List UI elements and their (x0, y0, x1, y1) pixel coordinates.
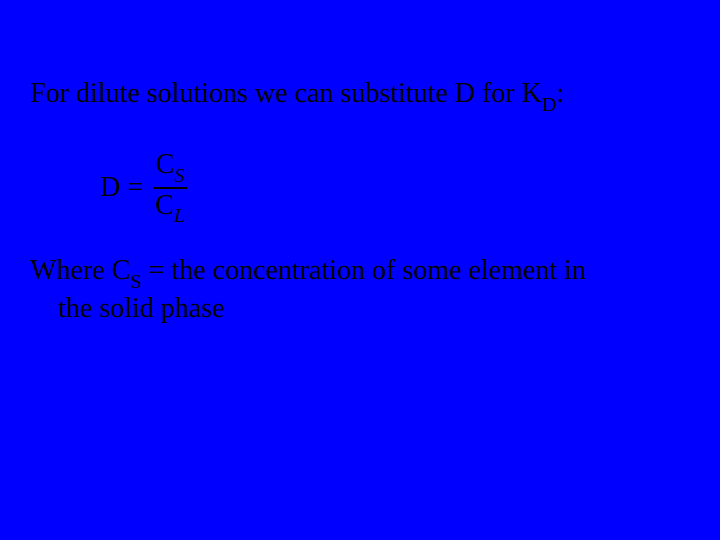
equation-lhs: D = (100, 172, 143, 204)
numerator-base: C (156, 149, 175, 180)
definition-sub-s: S (130, 271, 141, 293)
slide: For dilute solutions we can substitute D… (0, 0, 720, 540)
definition-continuation: the solid phase (30, 292, 690, 326)
definition-line: Where CS = the concentration of some ele… (30, 254, 690, 326)
fraction-bar (153, 187, 187, 189)
denominator-sub: L (174, 205, 185, 227)
numerator-sub: S (174, 165, 184, 187)
equation-denominator: CL (153, 191, 187, 226)
denominator-base: C (155, 190, 174, 221)
definition-pre: Where C (30, 255, 130, 286)
equation-fraction: CS CL (153, 150, 187, 226)
definition-mid: = the concentration of some element in (142, 255, 586, 286)
intro-text-post: : (556, 78, 564, 109)
equation: D = CS CL (100, 150, 187, 226)
intro-text-pre: For dilute solutions we can substitute D… (30, 78, 542, 109)
intro-sub-d: D (542, 94, 557, 116)
equation-numerator: CS (154, 150, 187, 185)
intro-line: For dilute solutions we can substitute D… (30, 78, 564, 115)
